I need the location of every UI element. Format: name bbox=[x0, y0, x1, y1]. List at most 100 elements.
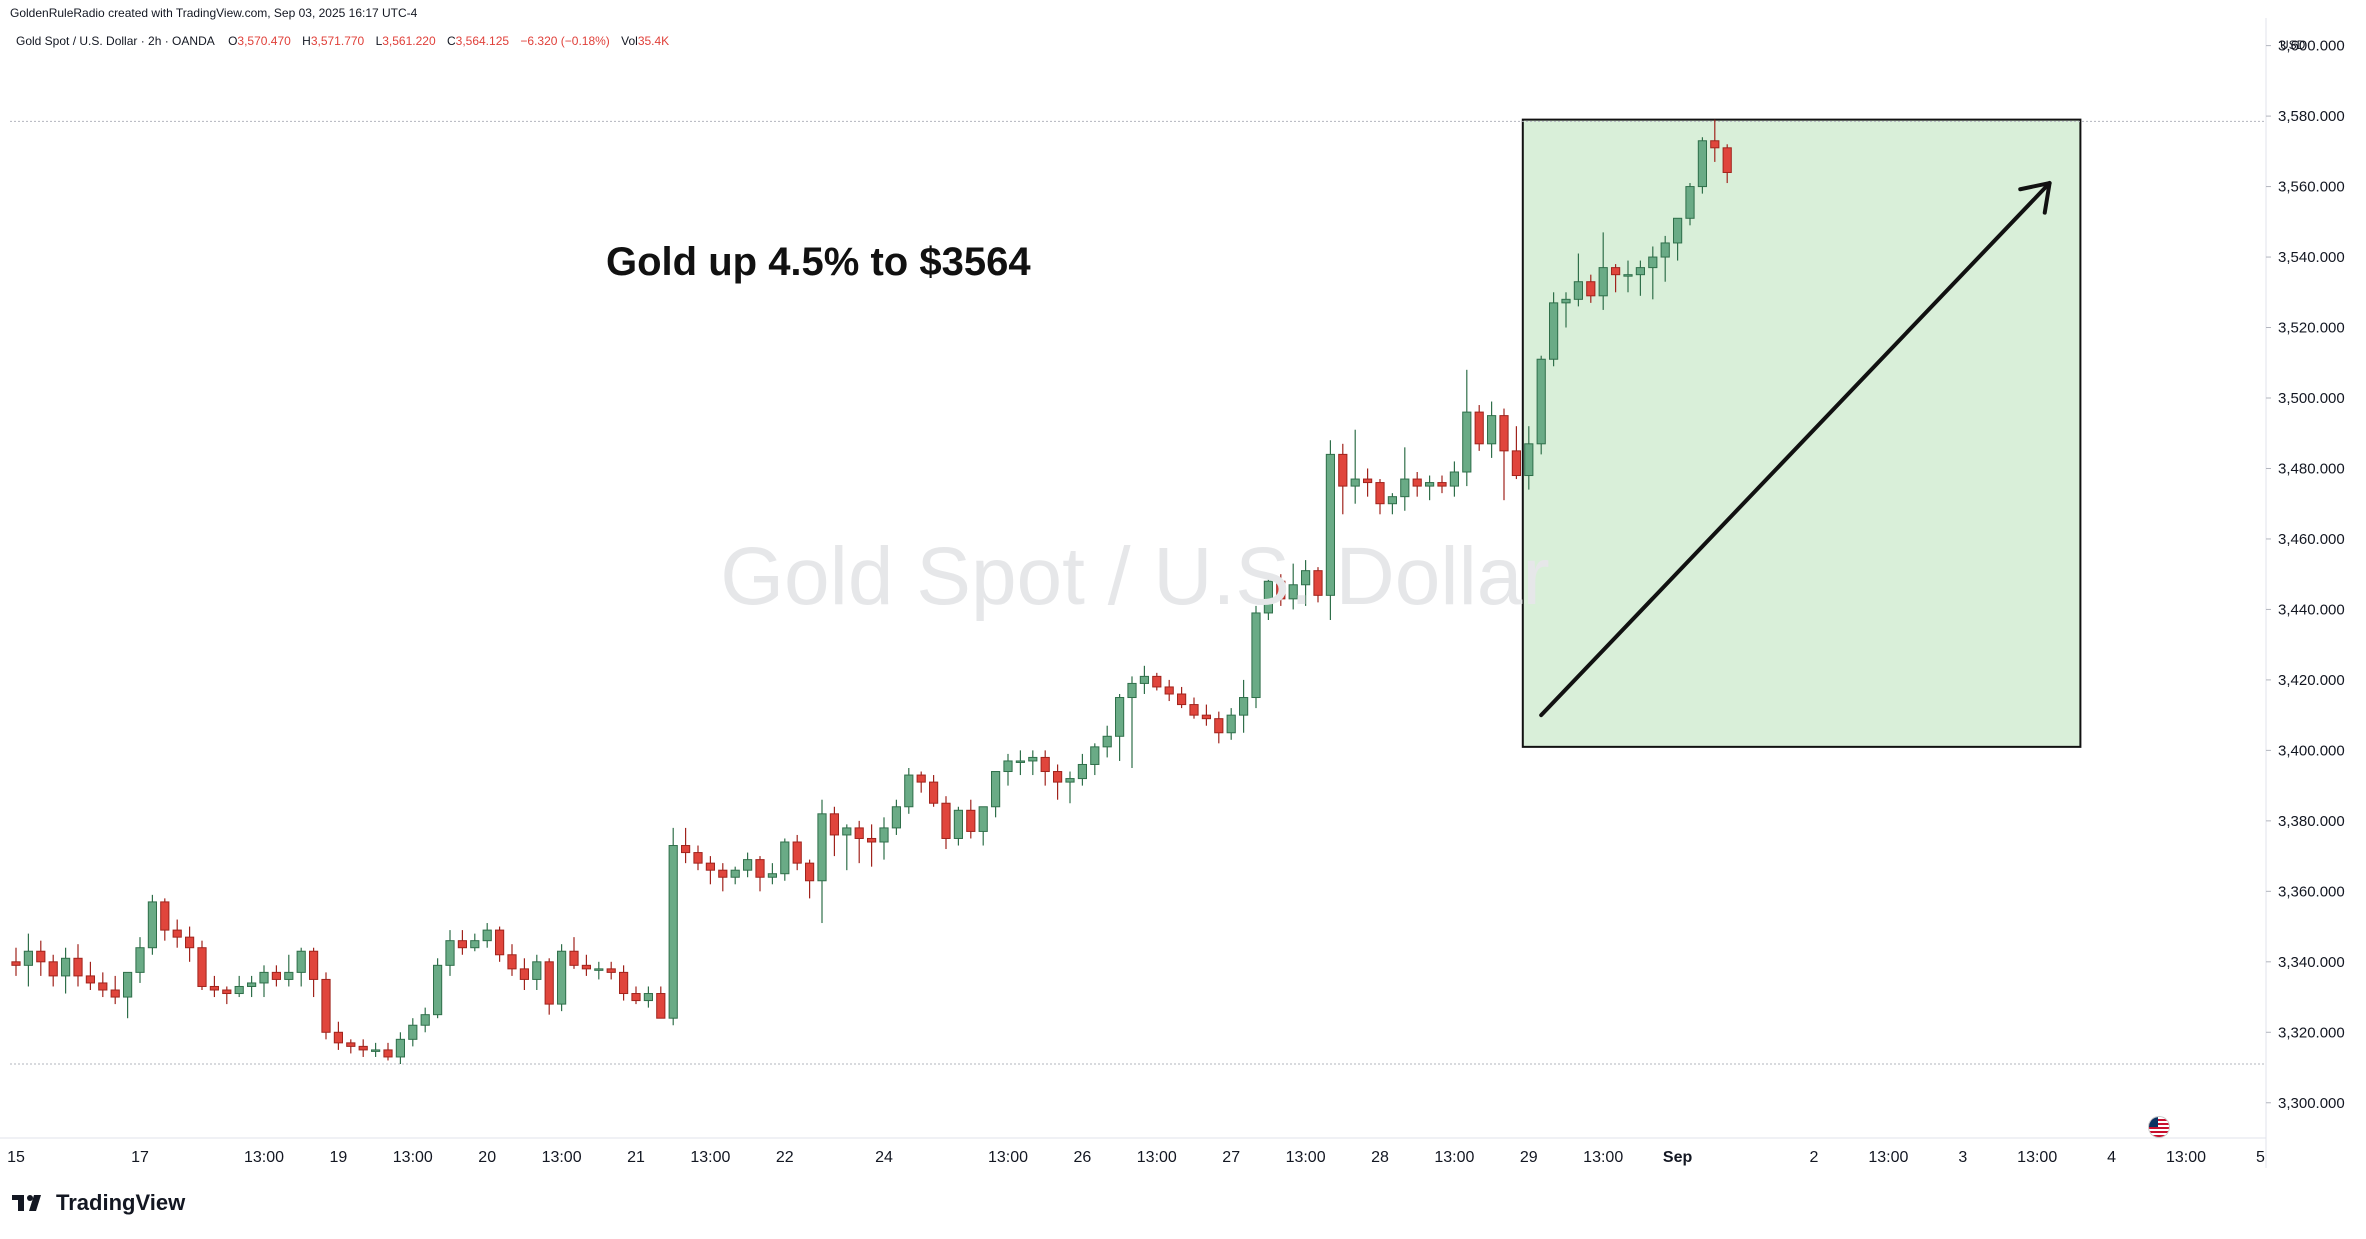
candle-7 bbox=[98, 972, 108, 998]
candle-body-down bbox=[619, 971, 629, 995]
candle-body-down bbox=[1201, 714, 1212, 720]
candle-67 bbox=[842, 824, 852, 871]
candle-95 bbox=[1189, 697, 1199, 719]
candle-109 bbox=[1363, 468, 1373, 497]
candle-body-down bbox=[1040, 756, 1050, 773]
time-tick-label: 26 bbox=[1074, 1149, 1092, 1166]
candle-111 bbox=[1387, 493, 1398, 515]
candle-body-up bbox=[433, 964, 443, 1016]
candle-106 bbox=[1325, 440, 1336, 620]
price-tick-label: 3,440.000 bbox=[2278, 601, 2345, 618]
candle-body-down bbox=[966, 809, 976, 832]
price-tick-label: 3,400.000 bbox=[2278, 742, 2345, 759]
candle-body-down bbox=[941, 802, 951, 839]
candle-body-up bbox=[1350, 478, 1360, 487]
candle-62 bbox=[780, 838, 790, 881]
candle-body-up bbox=[879, 827, 889, 843]
price-tick-label: 3,360.000 bbox=[2278, 883, 2345, 900]
price-axis[interactable]: 3,300.000 3,320.000 3,340.000 3,360.000 3,38… bbox=[2266, 38, 2345, 1112]
candle-24 bbox=[309, 947, 319, 998]
candle-21 bbox=[271, 965, 281, 987]
candle-91 bbox=[1139, 665, 1150, 694]
time-tick-label: 13:00 bbox=[1868, 1149, 1908, 1166]
candle-17 bbox=[222, 986, 232, 1005]
candle-body-down bbox=[1586, 281, 1596, 297]
candle-63 bbox=[792, 834, 802, 871]
price-tick-label: 3,420.000 bbox=[2278, 672, 2345, 689]
symbol-title[interactable]: Gold Spot / U.S. Dollar · 2h · OANDA bbox=[16, 34, 215, 48]
candle-14 bbox=[185, 926, 195, 962]
grid-layer bbox=[0, 18, 2267, 1168]
candle-body-up bbox=[643, 993, 653, 1002]
time-tick-label: 19 bbox=[330, 1149, 348, 1166]
candle-89 bbox=[1115, 694, 1125, 761]
chart-annotation-text[interactable]: Gold up 4.5% to $3564 bbox=[606, 240, 1031, 284]
candle-25 bbox=[321, 972, 331, 1040]
time-tick-label: 28 bbox=[1371, 1149, 1389, 1166]
candle-body-up bbox=[842, 827, 852, 836]
candle-49 bbox=[619, 965, 629, 1001]
tradingview-brand[interactable]: TradingView bbox=[12, 1190, 185, 1216]
price-tick-label: 3,560.000 bbox=[2278, 179, 2345, 196]
candle-body-down bbox=[507, 954, 517, 970]
arrow-layer bbox=[1539, 181, 2052, 718]
candle-body-up bbox=[1239, 697, 1249, 716]
candle-60 bbox=[755, 856, 765, 892]
candle-69 bbox=[867, 824, 877, 867]
candle-body-down bbox=[1412, 478, 1422, 487]
candle-body-up bbox=[730, 869, 740, 878]
candle-100 bbox=[1251, 605, 1261, 709]
time-tick-label: 4 bbox=[2107, 1149, 2116, 1166]
candle-body-up bbox=[1028, 756, 1038, 762]
candle-45 bbox=[569, 937, 579, 969]
candle-132 bbox=[1648, 246, 1658, 300]
candle-118 bbox=[1474, 405, 1484, 451]
candle-body-up bbox=[1003, 760, 1013, 773]
candle-131 bbox=[1635, 260, 1646, 296]
candle-body-down bbox=[705, 862, 715, 871]
candle-80 bbox=[1003, 753, 1013, 786]
candle-body-up bbox=[1462, 411, 1472, 473]
candle-1 bbox=[23, 933, 33, 987]
candle-body-down bbox=[48, 961, 58, 977]
candle-body-up bbox=[135, 947, 145, 973]
candle-body-up bbox=[234, 985, 244, 995]
us-flag-icon[interactable] bbox=[2148, 1116, 2170, 1138]
candle-55 bbox=[693, 845, 703, 871]
candle-body-up bbox=[123, 971, 133, 998]
candle-59 bbox=[743, 852, 753, 878]
candle-body-up bbox=[1301, 570, 1311, 586]
candle-128 bbox=[1598, 232, 1608, 310]
candle-12 bbox=[160, 898, 170, 941]
candle-71 bbox=[891, 799, 901, 835]
ohlc-open-value: 3,570.470 bbox=[237, 34, 291, 48]
candle-body-down bbox=[544, 961, 554, 1005]
candle-body-up bbox=[1325, 453, 1336, 596]
candle-body-down bbox=[209, 985, 220, 991]
candle-122 bbox=[1524, 426, 1534, 490]
price-tick-label: 3,500.000 bbox=[2278, 390, 2345, 407]
candle-10 bbox=[135, 937, 145, 983]
time-tick-label: 22 bbox=[776, 1149, 794, 1166]
candle-body-down bbox=[569, 950, 579, 966]
candle-23 bbox=[296, 947, 306, 987]
price-axis-currency[interactable]: USD bbox=[2280, 38, 2306, 52]
candle-body-down bbox=[85, 975, 96, 984]
candle-39 bbox=[495, 926, 505, 962]
time-axis[interactable]: 15 17 13:00 19 13:00 20 13:00 21 13:00 22 24 13:00 2… bbox=[7, 1149, 2265, 1166]
candle-50 bbox=[631, 986, 641, 1005]
candle-body-up bbox=[891, 806, 901, 829]
candle-126 bbox=[1573, 253, 1584, 307]
candles-layer bbox=[11, 119, 1732, 1064]
candle-101 bbox=[1263, 574, 1274, 620]
candle-body-down bbox=[1276, 580, 1286, 600]
candle-54 bbox=[681, 827, 691, 864]
candle-18 bbox=[234, 975, 244, 998]
candle-77 bbox=[966, 799, 976, 839]
symbol-legend[interactable]: Gold Spot / U.S. Dollar · 2h · OANDA O3,… bbox=[16, 34, 677, 48]
time-tick-label: 13:00 bbox=[690, 1149, 730, 1166]
candle-114 bbox=[1425, 475, 1435, 501]
ohlc-close-value: 3,564.125 bbox=[455, 34, 510, 48]
candle-96 bbox=[1201, 704, 1212, 726]
